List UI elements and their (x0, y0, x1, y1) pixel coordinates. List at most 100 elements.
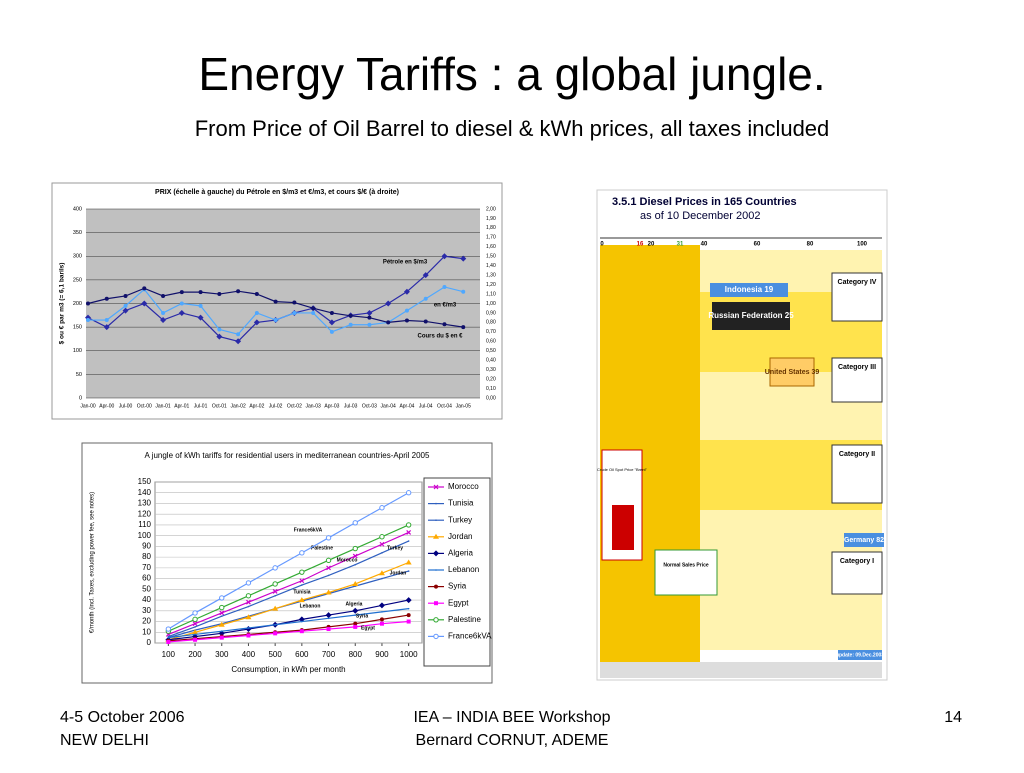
marker (160, 317, 167, 324)
footer-author: Bernard CORNUT, ADEME (416, 732, 609, 749)
marker (325, 557, 332, 564)
marker (354, 563, 357, 566)
marker (193, 637, 198, 642)
marker (245, 580, 252, 586)
info-title: 3.5.1 Diesel Prices in 165 Countries (612, 196, 797, 208)
marker (352, 545, 358, 552)
slide-subtitle: From Price of Oil Barrel to diesel & kWh… (195, 116, 830, 141)
marker (354, 614, 357, 616)
series-label: Pétrole en $/m3 (383, 260, 428, 266)
marker (272, 605, 279, 611)
marker (179, 301, 184, 306)
marker (123, 303, 128, 308)
marker (325, 535, 332, 541)
marker (273, 631, 278, 636)
marker (422, 272, 429, 279)
marker (192, 629, 199, 635)
series-line (168, 540, 409, 638)
marker (367, 322, 372, 327)
marker (236, 332, 241, 337)
x-tick-label: Jan-02 (230, 403, 246, 409)
marker (301, 584, 303, 586)
marker (403, 288, 410, 295)
legend-marker (433, 484, 439, 490)
scale-label: 100 (857, 242, 868, 248)
y2-tick-label: 0,00 (486, 395, 496, 401)
footer-page: 14 (944, 709, 962, 726)
marker (442, 322, 447, 327)
series-label: Lebanon (300, 603, 321, 609)
marker (104, 296, 109, 301)
marker (353, 624, 358, 629)
x-axis-label: Consumption, in kWh per month (231, 665, 345, 674)
x-tick-label: Apr-02 (249, 403, 264, 409)
series-line (168, 620, 409, 643)
legend-marker (433, 550, 439, 557)
marker (254, 310, 259, 315)
marker (326, 627, 331, 632)
x-tick-label: Jul-04 (419, 403, 433, 409)
marker (246, 599, 251, 605)
x-tick-label: Jul-02 (269, 403, 283, 409)
chart2-plot (154, 481, 423, 644)
marker (423, 319, 428, 324)
callout: Indonesia 19 (725, 285, 774, 294)
marker (381, 611, 383, 613)
marker (379, 617, 384, 622)
cat4-box (831, 272, 883, 322)
marker (301, 620, 303, 623)
marker (407, 607, 410, 610)
category: Category III (838, 364, 876, 371)
marker (253, 319, 260, 326)
marker (442, 284, 447, 289)
marker (407, 570, 410, 572)
y-tick-label: 20 (142, 617, 151, 626)
cat1-box (831, 551, 883, 595)
normal-box (654, 549, 718, 596)
marker (165, 626, 172, 632)
series-label: Cours du $ en € (417, 334, 463, 340)
legend-marker (433, 617, 439, 623)
marker (423, 296, 428, 301)
marker (352, 520, 358, 526)
footer-event: IEA – INDIA BEE Workshop (413, 709, 610, 726)
y-tick-label: 60 (142, 574, 151, 583)
series-label: Egypt (361, 625, 375, 631)
marker (405, 490, 412, 496)
marker (461, 289, 466, 294)
marker (217, 327, 222, 332)
callout: Germany 82 (844, 537, 884, 544)
marker (405, 597, 412, 604)
marker (404, 308, 409, 313)
germany-box (844, 533, 884, 547)
marker (407, 540, 410, 542)
marker (198, 303, 203, 308)
marker (366, 309, 373, 316)
marker (352, 553, 358, 559)
series-label: Algeria (346, 601, 363, 607)
marker (328, 319, 335, 326)
marker (441, 253, 448, 260)
scale-label: 40 (701, 242, 708, 248)
russia-box (712, 302, 790, 330)
y-tick-label: 200 (73, 301, 82, 307)
x-tick-label: 900 (375, 650, 389, 659)
x-tick-label: 500 (268, 650, 282, 659)
marker (299, 578, 305, 584)
callout: Russian Federation 25 (708, 311, 794, 320)
legend-label: Lebanon (448, 565, 479, 574)
marker (298, 597, 305, 603)
y-tick-label: 90 (142, 542, 151, 551)
y-tick-label: 10 (142, 627, 151, 636)
y-tick-label: 130 (138, 499, 152, 508)
cat2-box (831, 444, 883, 504)
x-tick-label: Jul-00 (119, 403, 133, 409)
series-label: France6kVA (294, 527, 323, 533)
footer-date: 4-5 October 2006 (60, 709, 185, 726)
y-tick-label: 50 (142, 584, 151, 593)
barrel (612, 505, 634, 550)
callout: United States 39 (765, 369, 820, 376)
marker (197, 314, 204, 321)
marker (274, 623, 276, 626)
marker (194, 633, 196, 636)
